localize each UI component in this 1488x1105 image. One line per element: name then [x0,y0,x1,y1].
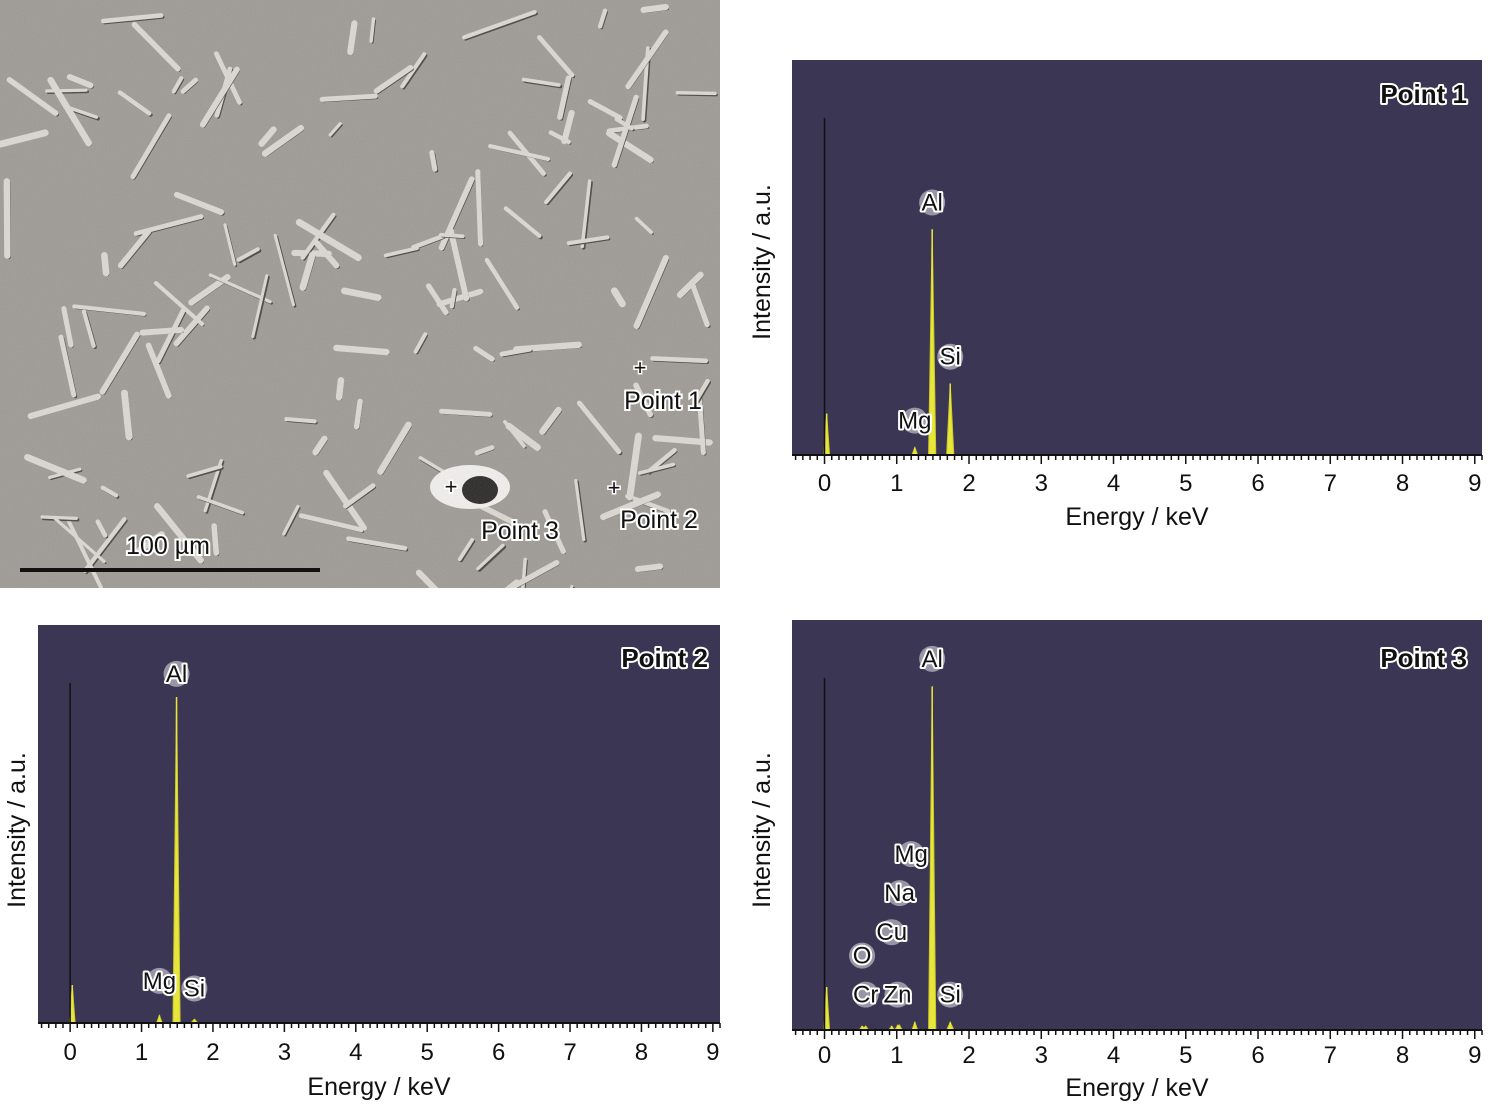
x-tick-label: 4 [1107,1042,1120,1069]
peak-label-cr: Cr [853,982,878,1009]
eds-spectrum-point-2: 0 1 2 3 4 5 6 7 8 9 Energy / keV Intensity / a.u. Po… [3,625,721,1101]
marker-plus-icon: + [608,475,621,500]
x-tick-label: 8 [1396,470,1409,497]
x-axis-title: Energy / keV [1065,503,1208,531]
peak-label-mg: Mg [143,968,176,995]
peak-label-marker [852,981,879,1008]
y-axis-title: Intensity / a.u. [748,752,776,908]
peak-label-marker [919,645,946,672]
peak-label-marker [181,975,208,1002]
x-tick-label: 1 [890,470,903,497]
peak-label-marker [146,967,173,994]
x-tick-label: 0 [63,1039,76,1066]
x-tick-label: 3 [1035,470,1048,497]
x-tick-label: 0 [818,470,831,497]
x-tick-label: 1 [890,1042,903,1069]
sem-grain-texture [0,0,720,588]
peak-label-marker [878,919,905,946]
plot-background [792,60,1482,455]
x-tick-label: 5 [1179,470,1192,497]
peak-label-si: Si [184,975,205,1002]
peak-label-marker [901,407,928,434]
x-tick-label: 0 [818,1042,831,1069]
peak-label-cu: Cu [876,919,907,946]
panel-title: Point 3 [1380,643,1467,673]
panel-title: Point 2 [621,643,708,673]
marker-label: Point 3 [481,517,559,545]
peak-label-marker [898,841,925,868]
marker-label: Point 2 [620,506,698,534]
marker-plus-icon: + [445,474,458,499]
peak-label-si: Si [940,344,961,371]
x-tick-label: 5 [1179,1042,1192,1069]
peak-label-marker [884,981,911,1008]
peak-label-al: Al [921,189,942,216]
marker-plus-icon: + [634,355,647,380]
peak-label-na: Na [884,880,915,907]
x-tick-label: 2 [206,1039,219,1066]
peak-label-mg: Mg [898,408,931,435]
x-tick-label: 3 [278,1039,291,1066]
x-tick-label: 6 [492,1039,505,1066]
x-tick-label: 4 [1107,470,1120,497]
x-tick-label: 7 [1324,1042,1337,1069]
x-tick-label: 2 [962,1042,975,1069]
marker-point-2: + Point 2 [606,474,700,537]
sem-micrograph: 100 µm + Point 1 + Point 2 + Point 3 [0,0,720,588]
x-tick-label: 9 [706,1039,719,1066]
peak-label-al: Al [921,646,942,673]
y-axis-title: Intensity / a.u. [3,752,31,908]
plot-background [792,620,1482,1030]
scale-bar-label: 100 µm [126,532,210,560]
x-tick-label: 8 [635,1039,648,1066]
marker-point-1: + Point 1 [622,354,704,418]
eds-spectrum-point-1: 0 1 2 3 4 5 6 7 8 9 Energy / keV Intensity / a.u. Po… [748,60,1483,531]
peak-label-al: Al [166,661,187,688]
peak-label-marker [937,981,964,1008]
peak-label-o: O [853,943,872,970]
marker-label: Point 1 [624,387,702,415]
x-axis-title: Energy / keV [1065,1074,1208,1102]
x-tick-label: 1 [135,1039,148,1066]
plot-background [38,625,720,1023]
eds-spectrum-point-3: 0 1 2 3 4 5 6 7 8 9 Energy / keV Intensity / a.u. Po… [748,620,1483,1102]
x-tick-label: 7 [1324,470,1337,497]
x-tick-label: 9 [1468,1042,1481,1069]
x-tick-label: 5 [421,1039,434,1066]
peak-label-marker [163,660,190,687]
x-tick-label: 4 [349,1039,362,1066]
panel-title: Point 1 [1380,79,1467,109]
peak-label-marker [886,880,913,907]
peak-label-marker [937,343,964,370]
x-tick-label: 9 [1468,470,1481,497]
x-tick-label: 6 [1251,1042,1264,1069]
marker-point-3: + Point 3 [443,473,561,548]
peak-label-marker [919,189,946,216]
y-axis-title: Intensity / a.u. [748,184,776,340]
x-tick-label: 2 [962,470,975,497]
peak-label-zn: Zn [883,982,911,1009]
x-tick-label: 3 [1035,1042,1048,1069]
x-tick-label: 8 [1396,1042,1409,1069]
peak-label-marker [849,942,876,969]
x-axis-title: Energy / keV [307,1073,450,1101]
peak-label-si: Si [940,982,961,1009]
peak-label-mg: Mg [895,841,928,868]
x-tick-label: 6 [1251,470,1264,497]
x-tick-label: 7 [563,1039,576,1066]
